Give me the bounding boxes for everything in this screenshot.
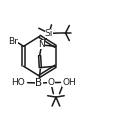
Text: B: B <box>35 78 43 88</box>
Text: OH: OH <box>63 78 76 87</box>
Text: N: N <box>38 40 45 49</box>
Text: Br: Br <box>8 37 18 46</box>
Text: O: O <box>48 78 55 87</box>
Text: HO: HO <box>11 78 25 87</box>
Text: Si: Si <box>45 29 53 38</box>
